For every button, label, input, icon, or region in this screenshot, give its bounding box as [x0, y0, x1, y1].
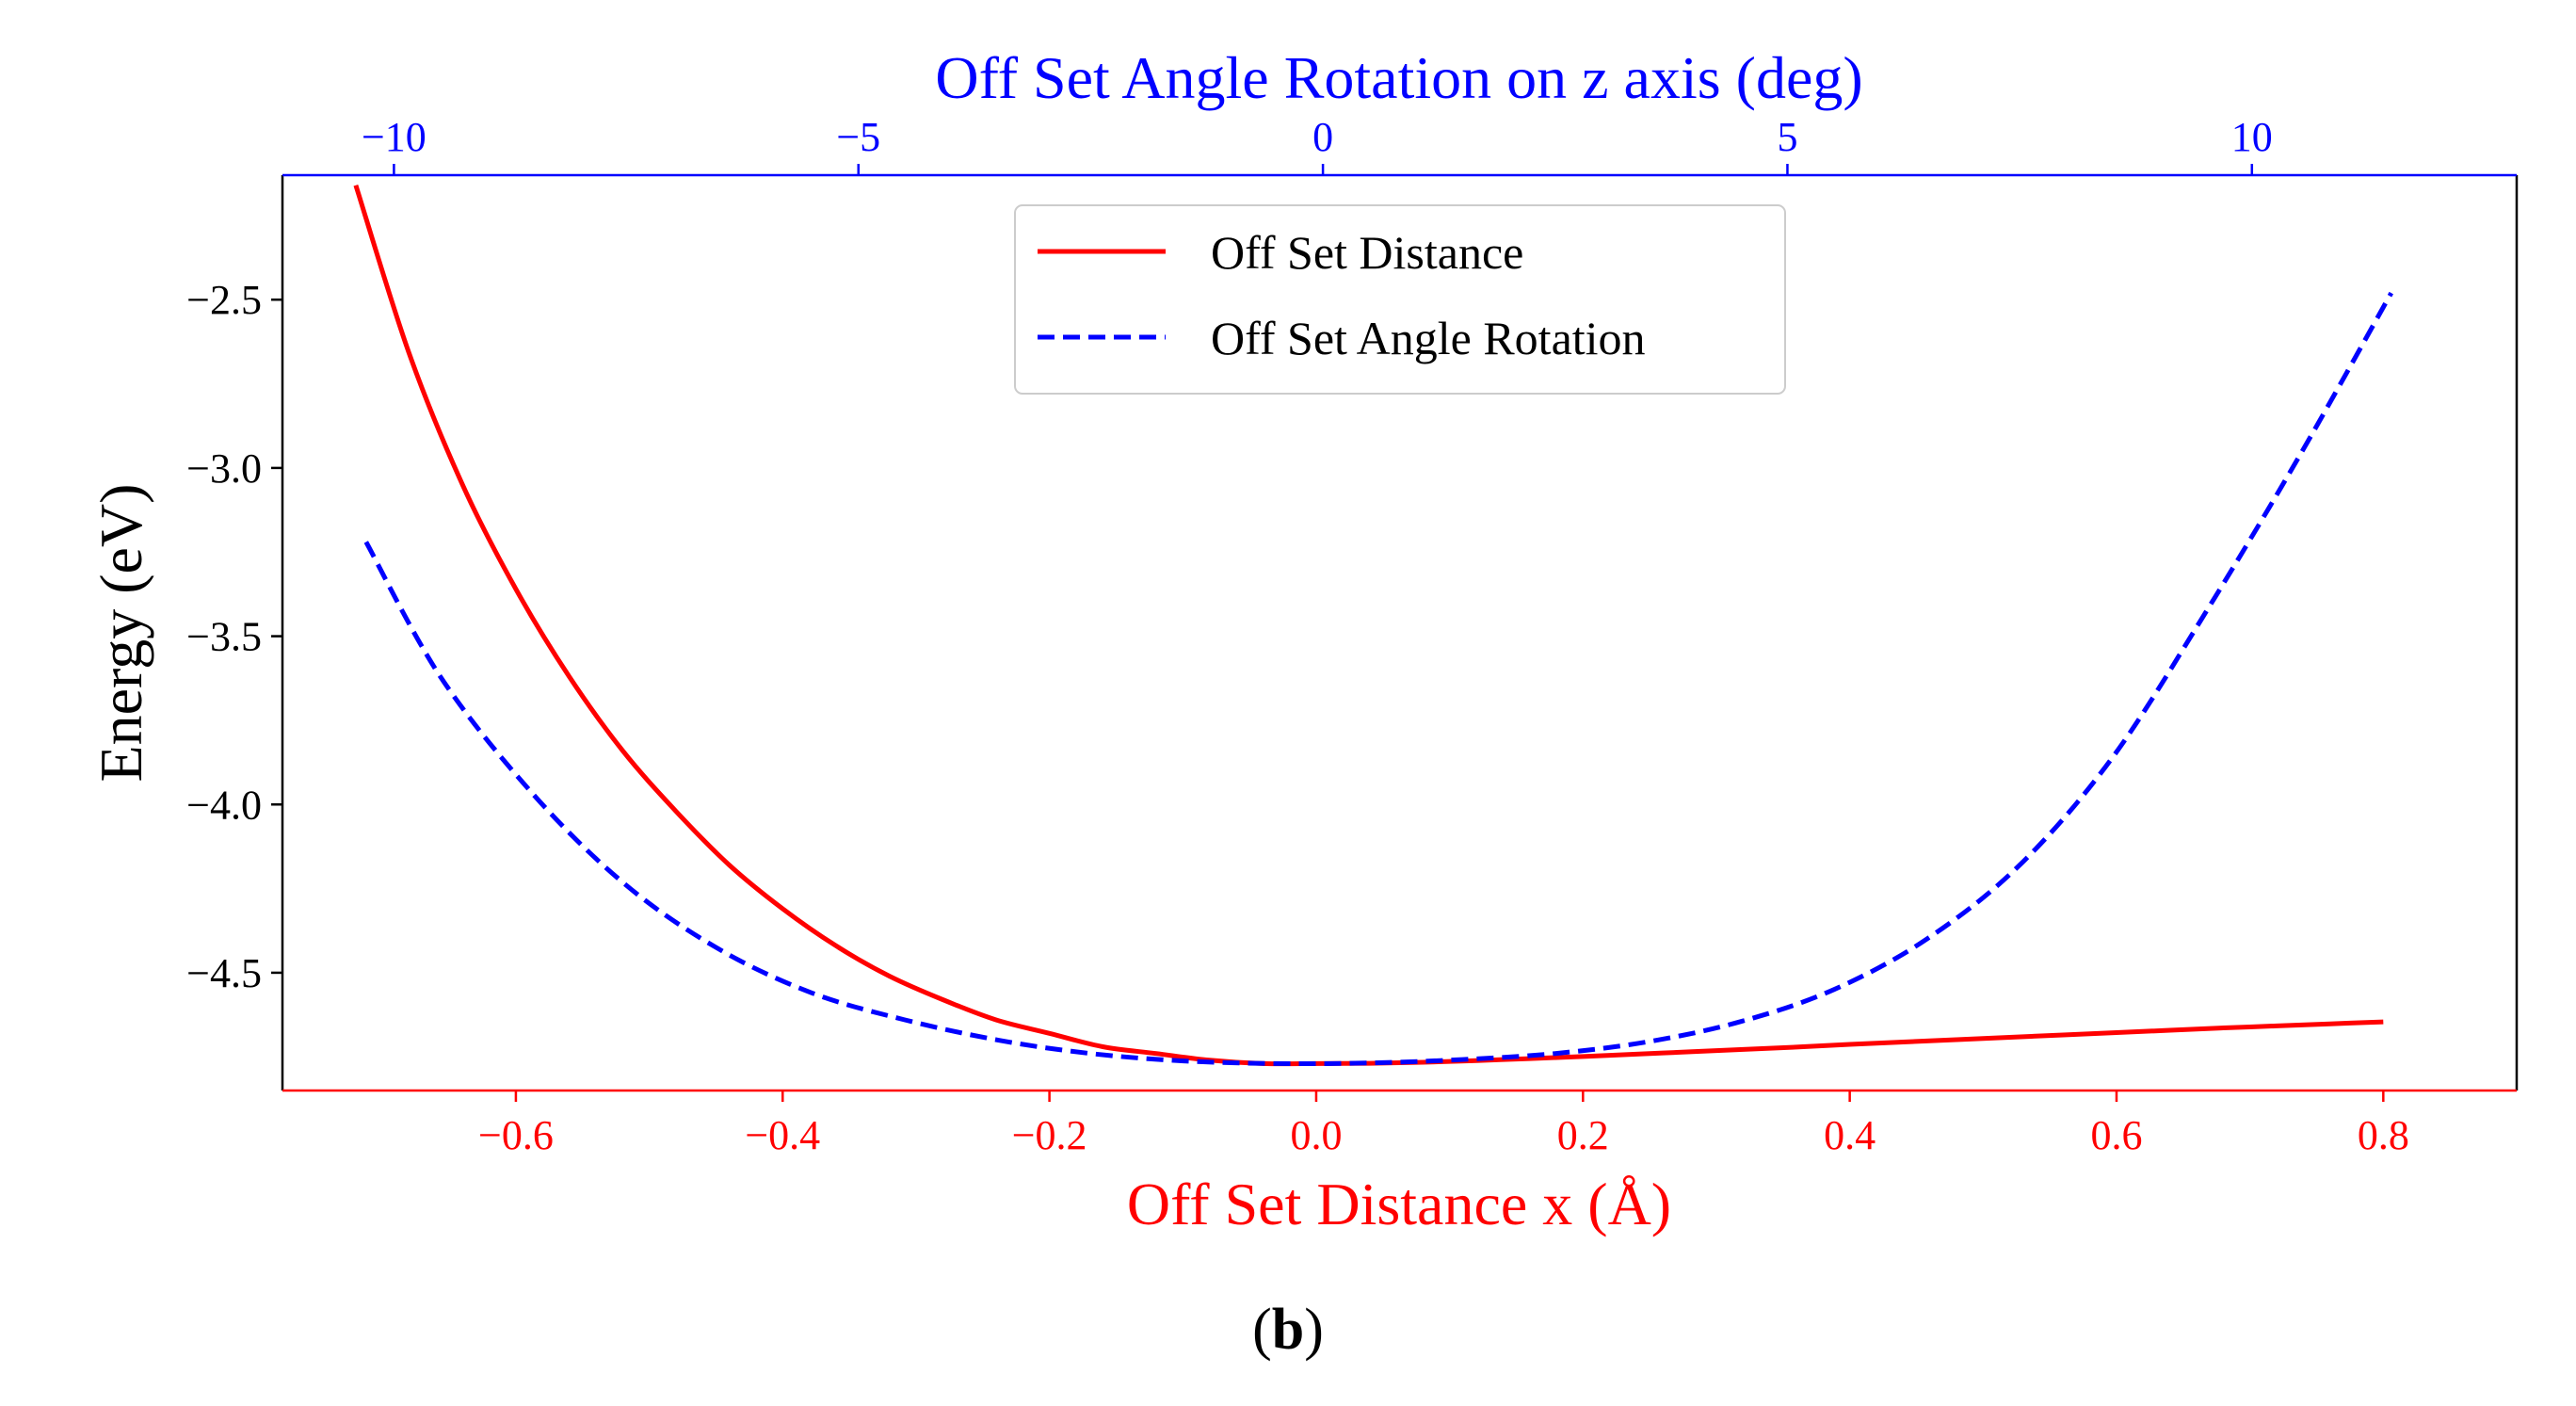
- bottom-tick-label: −0.2: [1012, 1112, 1087, 1158]
- legend-box: [1014, 204, 1786, 395]
- top-tick-label: −10: [362, 114, 427, 160]
- series-line-off-set-angle-rotation: [363, 291, 2393, 1067]
- top-tick-label: −5: [836, 114, 880, 160]
- y-tick-label: −4.5: [186, 950, 262, 996]
- caption-close: ): [1304, 1298, 1324, 1362]
- top-axis-ticks: −10 −5 0 5 10: [362, 114, 2273, 175]
- y-tick-label: −2.5: [186, 277, 262, 323]
- legend-label-off-set-distance: Off Set Distance: [1211, 226, 1523, 279]
- legend-label-off-set-angle-rotation: Off Set Angle Rotation: [1211, 312, 1646, 364]
- y-tick-label: −3.5: [186, 614, 262, 660]
- bottom-axis-ticks: −0.6 −0.4 −0.2 0.0 0.2 0.4 0.6 0.8: [478, 1091, 2409, 1158]
- series-layer: [353, 184, 2393, 1067]
- bottom-tick-label: −0.6: [478, 1112, 554, 1158]
- top-tick-label: 10: [2231, 114, 2273, 160]
- bottom-axis-title: Off Set Distance x (Å): [1127, 1171, 1671, 1237]
- figure-caption: (b): [1252, 1298, 1324, 1362]
- top-tick-label: 0: [1312, 114, 1333, 160]
- caption-open: (: [1252, 1298, 1272, 1362]
- top-tick-label: 5: [1777, 114, 1797, 160]
- bottom-tick-label: −0.4: [745, 1112, 820, 1158]
- y-axis-ticks: −4.5 −4.0 −3.5 −3.0 −2.5: [186, 277, 282, 996]
- bottom-tick-label: 0.8: [2358, 1112, 2409, 1158]
- bottom-tick-label: 0.4: [1824, 1112, 1876, 1158]
- caption-letter: b: [1272, 1298, 1304, 1362]
- legend: Off Set Distance Off Set Angle Rotation: [1014, 204, 1786, 395]
- bottom-tick-label: 0.6: [2090, 1112, 2142, 1158]
- top-axis-title: Off Set Angle Rotation on z axis (deg): [935, 44, 1862, 111]
- y-tick-label: −4.0: [186, 782, 262, 828]
- bottom-tick-label: 0.0: [1290, 1112, 1342, 1158]
- bottom-tick-label: 0.2: [1557, 1112, 1609, 1158]
- y-axis-title: Energy (eV): [88, 484, 154, 783]
- y-tick-label: −3.0: [186, 445, 262, 492]
